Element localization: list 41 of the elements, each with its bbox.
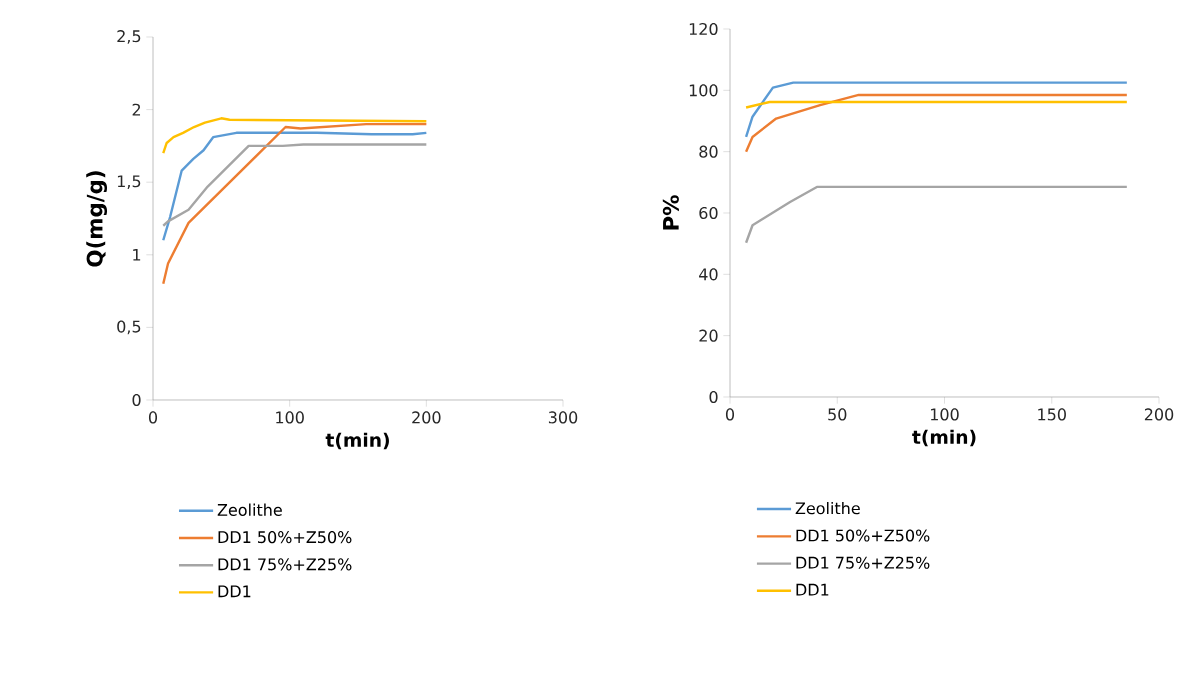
- y-tick-label: 1,5: [117, 175, 141, 189]
- line-series: [744, 81, 1129, 139]
- x-axis-title: t(min): [912, 429, 976, 447]
- x-tick-label: 300: [548, 411, 578, 424]
- y-tick-label: 1: [133, 248, 141, 261]
- x-tick-label: 0: [148, 411, 158, 424]
- y-tick-label: 2,5: [117, 30, 141, 44]
- y-axis-title: Q(mg/g): [86, 171, 108, 267]
- legend-label: Zeolithe: [217, 503, 282, 516]
- x-tick-label: 100: [276, 411, 304, 424]
- legend-label: DD1 75%+Z25%: [218, 558, 352, 571]
- y-tick-label: 100: [689, 84, 718, 97]
- legend-label: DD1 75%+Z25%: [796, 556, 930, 569]
- line-series: [162, 117, 428, 155]
- x-tick-label: 100: [930, 408, 959, 421]
- line-series: [162, 131, 428, 242]
- y-tick-label: 120: [689, 22, 718, 36]
- y-tick-label: 60: [699, 206, 718, 220]
- x-axis-title: t(min): [325, 432, 389, 450]
- legend-label: DD1: [218, 585, 251, 598]
- x-tick-label: 50: [828, 408, 847, 421]
- y-tick-label: 40: [699, 268, 718, 281]
- x-tick-label: 0: [725, 408, 735, 421]
- y-tick-label: 20: [699, 329, 718, 342]
- line-series: [744, 185, 1129, 244]
- line-series: [744, 93, 1129, 153]
- x-tick-label: 200: [1144, 408, 1174, 421]
- line-series: [162, 122, 428, 286]
- x-tick-label: 150: [1038, 408, 1066, 421]
- y-tick-label: 0: [132, 393, 141, 407]
- y-tick-label: 2: [132, 103, 141, 116]
- legend-label: DD1 50%+Z50%: [796, 529, 930, 542]
- x-tick-label: 200: [412, 411, 441, 424]
- y-tick-label: 0: [709, 390, 718, 404]
- y-tick-label: 80: [699, 145, 718, 158]
- legend-label: Zeolithe: [795, 501, 860, 515]
- legend-label: DD1 50%+Z50%: [218, 531, 352, 544]
- y-tick-label: 0,5: [117, 320, 141, 335]
- line-series: [162, 143, 428, 227]
- y-axis-title: P%: [662, 195, 679, 230]
- legend-label: DD1: [796, 583, 829, 596]
